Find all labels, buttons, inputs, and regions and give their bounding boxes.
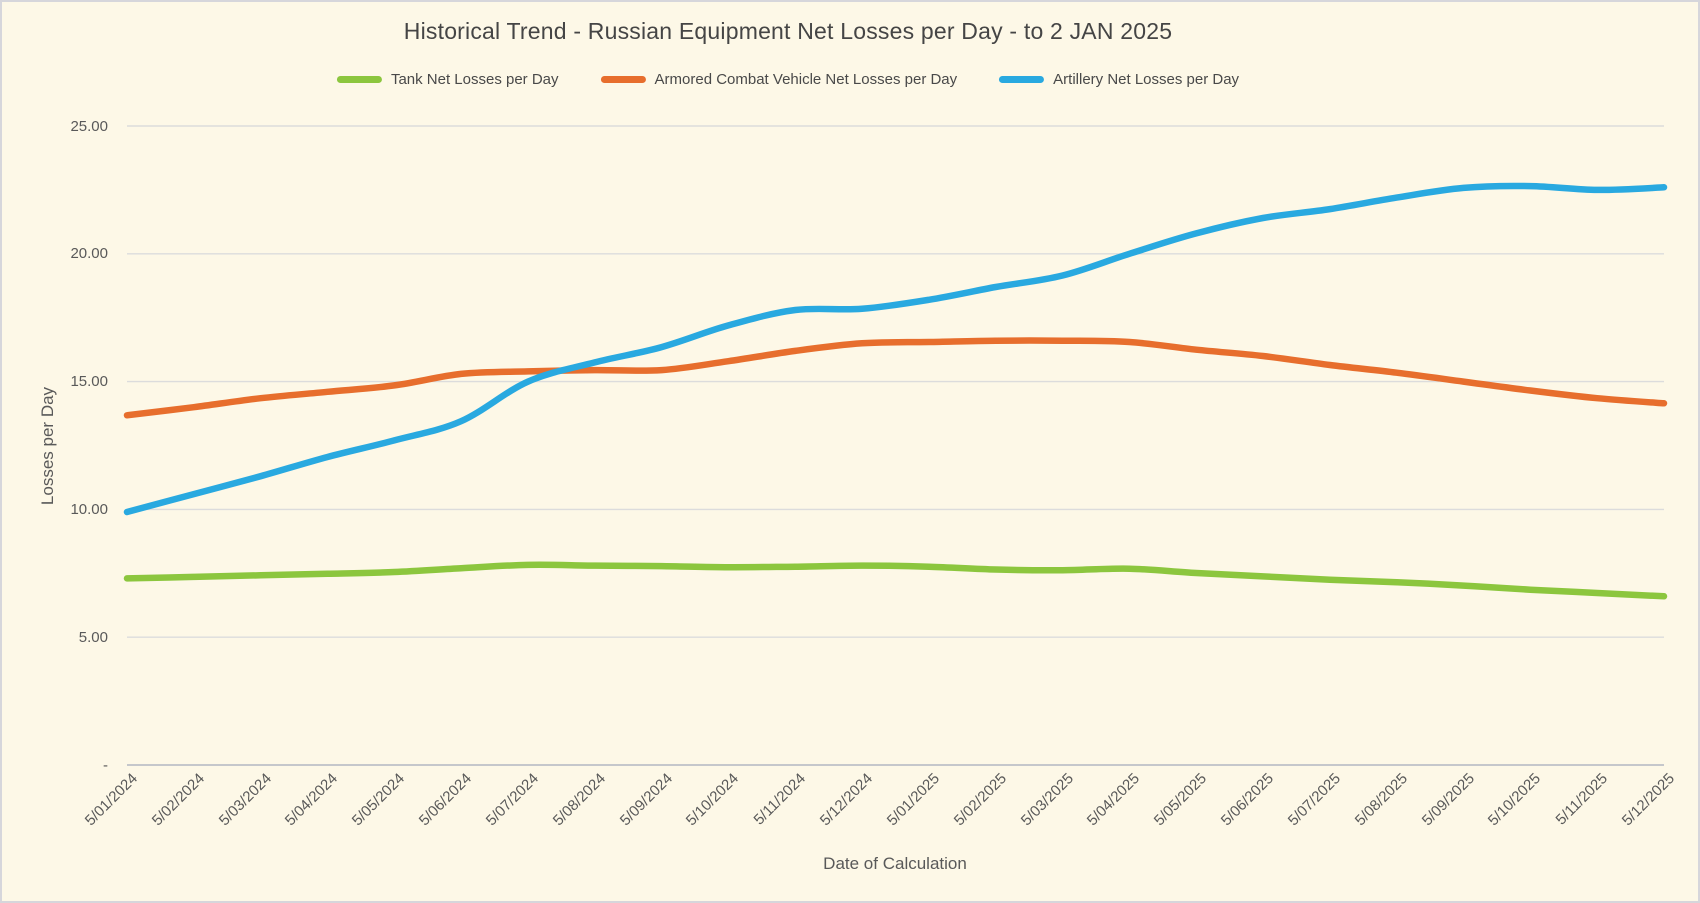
legend-swatch-artillery (999, 76, 1045, 83)
x-axis-title: Date of Calculation (823, 854, 967, 873)
y-tick-label: 15.00 (70, 373, 108, 391)
y-tick-label: 25.00 (70, 117, 108, 135)
series-line-tank-net-losses-per-day[interactable] (123, 561, 1668, 600)
y-tick-label: 5.00 (78, 628, 108, 646)
legend-swatch-tank (336, 76, 382, 83)
y-tick-label: 20.00 (70, 245, 108, 263)
legend-item-acv[interactable]: Armored Combat Vehicle Net Losses per Da… (600, 71, 958, 88)
legend-item-artillery[interactable]: Artillery Net Losses per Day (999, 71, 1239, 88)
chart-title: Historical Trend - Russian Equipment Net… (403, 18, 1173, 44)
legend-label-tank: Tank Net Losses per Day (390, 71, 559, 88)
series-line-armored-combat-vehicle-net-losses-per-day[interactable] (123, 337, 1668, 419)
series-line-artillery-net-losses-per-day[interactable] (123, 182, 1668, 516)
legend: Tank Net Losses per Day Armored Combat V… (336, 71, 1239, 88)
y-tick-label: 10.00 (70, 500, 108, 518)
legend-swatch-acv (600, 76, 646, 83)
y-tick-label: - (103, 756, 108, 774)
legend-label-acv: Armored Combat Vehicle Net Losses per Da… (654, 71, 958, 88)
legend-item-tank[interactable]: Tank Net Losses per Day (336, 71, 559, 88)
legend-label-artillery: Artillery Net Losses per Day (1053, 71, 1240, 88)
y-axis-title: Losses per Day (38, 386, 57, 506)
